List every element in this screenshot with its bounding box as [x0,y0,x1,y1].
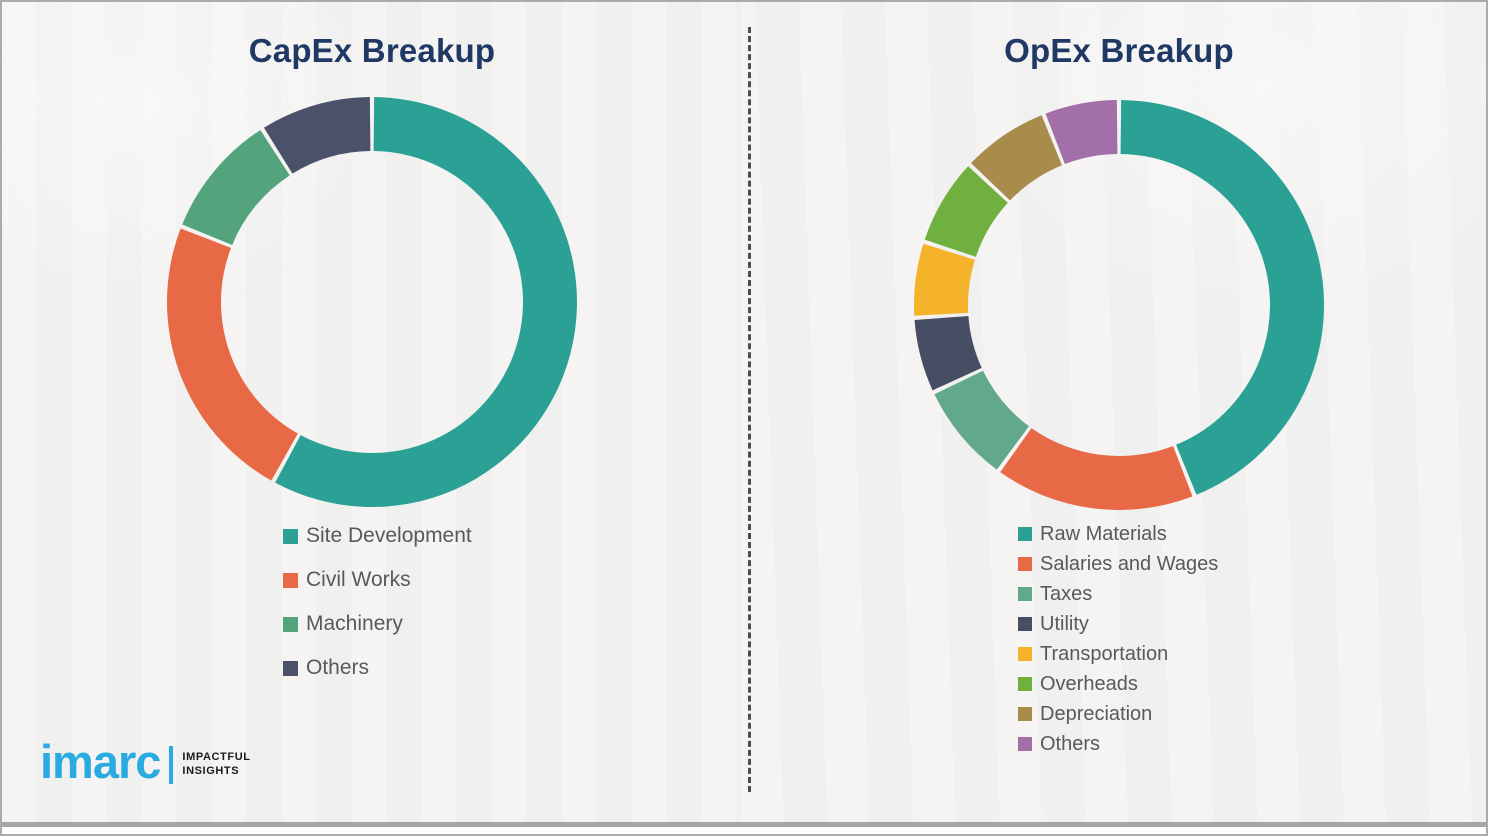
legend-label: Raw Materials [1040,522,1167,545]
legend-item-salaries-and-wages: Salaries and Wages [1018,549,1218,579]
capex-legend: Site Development Civil Works Machinery Othe… [283,514,472,690]
bottom-white-strip [2,827,1486,834]
legend-item-utility: Utility [1018,609,1218,639]
donut-segment-salaries-and-wages [1000,428,1193,510]
legend-label: Others [1040,732,1101,755]
legend-item-site-development: Site Development [283,514,472,558]
imarc-tagline-line2: INSIGHTS [182,764,240,777]
legend-swatch-icon [1018,617,1032,631]
legend-item-taxes: Taxes [1018,579,1218,609]
opex-chart-title: OpEx Breakup [1004,32,1234,69]
donut-segment-site-development [275,97,577,507]
legend-item-machinery: Machinery [283,602,472,646]
legend-label: Taxes [1040,582,1093,605]
legend-item-raw-materials: Raw Materials [1018,519,1218,549]
donut-segment-civil-works [167,228,298,481]
opex-donut-chart [914,100,1324,510]
imarc-logo-wordmark: imarc [40,735,161,788]
legend-swatch-icon [1018,707,1032,721]
opex-legend: Raw Materials Salaries and Wages Taxes Util… [1018,519,1218,759]
legend-item-depreciation: Depreciation [1018,699,1218,729]
legend-swatch-icon [1018,587,1032,601]
legend-label: Depreciation [1040,702,1153,725]
bottom-window-edge [2,822,1486,827]
donut-segment-utility [914,316,982,391]
legend-swatch-icon [283,660,298,676]
legend-label: Salaries and Wages [1040,552,1219,575]
donut-segment-others [1045,100,1118,165]
legend-swatch-icon [1018,677,1032,691]
legend-label: Machinery [306,612,403,635]
donut-segment-depreciation [971,115,1062,201]
donut-segment-taxes [934,370,1029,470]
legend-label: Utility [1040,612,1089,635]
legend-item-others: Others [283,646,472,690]
donut-segment-machinery [182,130,290,245]
legend-swatch-icon [1018,737,1032,751]
imarc-logo: imarc IMPACTFUL INSIGHTS [40,738,251,785]
legend-item-transportation: Transportation [1018,639,1218,669]
donut-segment-overheads [924,166,1008,257]
legend-swatch-icon [283,528,298,544]
legend-label: Others [306,656,370,679]
legend-swatch-icon [283,572,298,588]
legend-swatch-icon [1018,527,1032,541]
vertical-dashed-divider [748,27,751,792]
imarc-tagline-line1: IMPACTFUL [182,750,251,763]
legend-label: Overheads [1040,672,1138,695]
capex-chart-title: CapEx Breakup [248,32,496,69]
legend-swatch-icon [283,616,298,632]
legend-label: Site Development [306,524,472,547]
donut-segment-others [263,97,371,174]
legend-item-overheads: Overheads [1018,669,1218,699]
capex-donut-chart [167,97,577,507]
imarc-logo-tagline: IMPACTFUL INSIGHTS [182,751,250,779]
legend-label: Transportation [1040,642,1169,665]
legend-item-others: Others [1018,729,1218,759]
legend-swatch-icon [1018,557,1032,571]
legend-label: Civil Works [306,568,411,591]
imarc-logo-separator [169,745,174,784]
donut-segment-transportation [914,243,975,316]
legend-swatch-icon [1018,647,1032,661]
donut-segment-raw-materials [1120,100,1324,495]
legend-item-civil-works: Civil Works [283,558,472,602]
